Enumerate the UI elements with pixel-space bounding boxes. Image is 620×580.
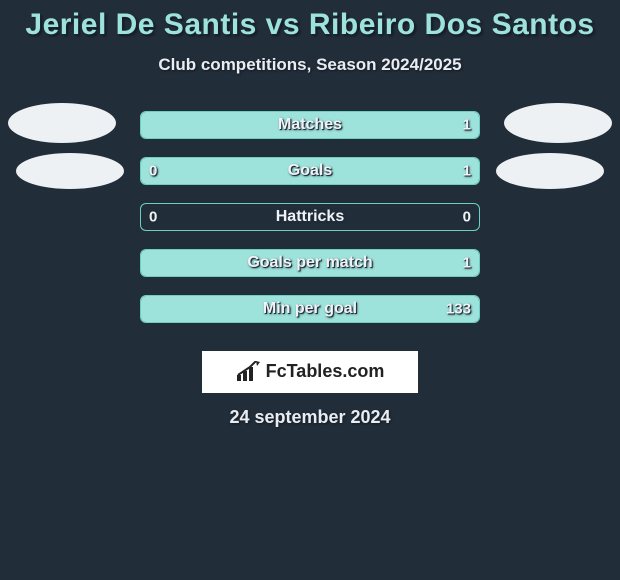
stat-bar-right-fill (141, 296, 479, 322)
stat-bar-right-fill (202, 158, 479, 184)
stat-bar: 1Matches (140, 111, 480, 139)
stat-bar-left-fill (141, 158, 202, 184)
player-avatar-left (16, 153, 124, 189)
stat-bar-right-fill (141, 112, 479, 138)
comparison-infographic: Jeriel De Santis vs Ribeiro Dos Santos C… (0, 0, 620, 580)
stat-value-left: 0 (149, 208, 157, 225)
stat-row: 0 0Hattricks (0, 195, 620, 241)
page-title: Jeriel De Santis vs Ribeiro Dos Santos (0, 0, 620, 45)
stat-bar: 1Goals per match (140, 249, 480, 277)
stat-row: 01Goals (0, 149, 620, 195)
stat-bar: 133Min per goal (140, 295, 480, 323)
footer-logo: FcTables.com (202, 351, 418, 393)
stat-row: 1Goals per match (0, 241, 620, 287)
player-avatar-right (496, 153, 604, 189)
page-subtitle: Club competitions, Season 2024/2025 (0, 55, 620, 75)
stat-bar: 01Goals (140, 157, 480, 185)
stat-value-right: 0 (463, 208, 471, 225)
player-avatar-left (8, 103, 116, 143)
stat-row: 133Min per goal (0, 287, 620, 333)
stats-list: 1Matches 01Goals 0 0Hattricks 1Goals per mat… (0, 103, 620, 333)
footer-logo-text: FcTables.com (266, 361, 385, 382)
player-avatar-right (504, 103, 612, 143)
chart-icon (236, 361, 262, 383)
stat-bar: 0 0Hattricks (140, 203, 480, 231)
date-text: 24 september 2024 (0, 407, 620, 428)
stat-label: Hattricks (141, 208, 479, 226)
stat-row: 1Matches (0, 103, 620, 149)
stat-bar-right-fill (141, 250, 479, 276)
